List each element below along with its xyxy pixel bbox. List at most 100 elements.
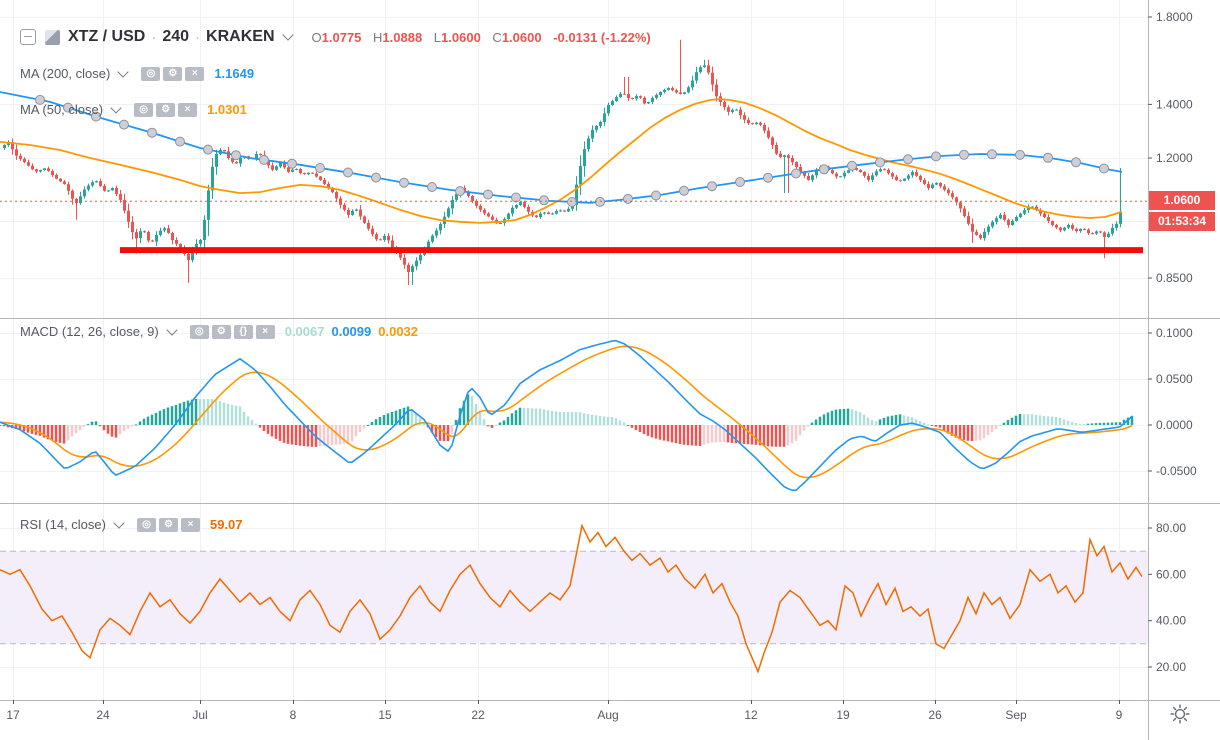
ma50-line [0,98,1123,224]
ma200-marker [315,163,325,173]
y-axis-tick-label: 0.0000 [1156,418,1193,432]
price-scale-settings-gear[interactable] [1170,704,1190,724]
x-axis-tick-label: 15 [378,708,392,722]
ma200-marker [903,154,913,165]
ma50-label[interactable]: MA (50, close) [20,102,104,117]
ma200-label[interactable]: MA (200, close) [20,66,111,81]
macd-signal-line [0,345,1133,479]
chevron-down-icon[interactable] [117,65,129,78]
macd-line [0,339,1133,492]
last-price-badge: 1.0600 [1149,191,1215,210]
macd-signal-value: 0.0032 [378,324,419,339]
low-label: L [433,29,442,45]
ma200-marker [763,172,773,183]
macd-panel-series [0,339,1134,492]
x-axis-tick-label: 19 [836,708,850,722]
close-value: 1.0600 [501,29,542,45]
ma200-line [0,91,1123,204]
ma200-marker [651,190,661,201]
ma200-marker [63,102,73,113]
ma50-legend: MA (50, close) ◎ ⚙ × 1.0301 [20,101,247,117]
x-axis-tick-label: 17 [6,708,20,722]
open-label: O [311,29,322,45]
remove-indicator-icon[interactable]: × [185,66,205,81]
ma200-marker [91,111,101,122]
source-code-icon[interactable]: {} [233,324,253,339]
gear-icon [1170,704,1190,724]
chevron-down-icon[interactable] [166,323,178,336]
y-axis-tick-label: 20.00 [1156,660,1186,674]
ma200-marker [735,177,745,187]
ma200-marker [287,158,297,169]
y-axis-tick-label: -0.0500 [1156,464,1197,478]
ma200-marker [623,193,633,204]
ma200-marker [1099,163,1109,174]
macd-label[interactable]: MACD (12, 26, close, 9) [20,324,159,339]
ma200-marker [987,149,997,160]
bar-countdown-badge: 01:53:34 [1149,212,1215,231]
remove-indicator-icon[interactable]: × [180,517,200,532]
ma200-value: 1.1649 [214,66,255,81]
macd-legend: MACD (12, 26, close, 9) ◎ ⚙ {} × 0.0067 … [20,323,419,339]
chevron-down-icon[interactable] [110,101,122,114]
axis-labels: 1.8000 1.4000 1.2000 0.8500 0.1000 0.0500 0.00… [6,10,1197,722]
interval-label[interactable]: 240 [162,28,190,45]
chevron-down-icon[interactable] [113,516,125,529]
indicator-settings-icon[interactable]: ⚙ [211,324,231,339]
ma200-marker [875,157,885,168]
y-axis-tick-label: 1.4000 [1156,97,1193,111]
macd-hist-value: 0.0067 [284,324,325,339]
y-axis-tick-label: 0.0500 [1156,372,1193,386]
chevron-down-icon[interactable] [281,29,294,41]
separator-dot: · [195,28,201,46]
hide-indicator-icon[interactable]: ◎ [141,66,161,81]
collapse-panel-button[interactable] [20,29,36,45]
ma200-marker [791,168,801,179]
exchange-label[interactable]: KRAKEN [206,28,275,45]
y-axis-tick-label: 1.2000 [1156,151,1193,165]
y-axis-tick-label: 80.00 [1156,521,1186,535]
ma200-marker [371,172,381,183]
ma200-marker [203,144,213,155]
x-axis-tick-label: Jul [192,708,207,722]
hide-indicator-icon[interactable]: ◎ [189,324,209,339]
ma200-marker [175,136,185,147]
ma200-marker [595,196,605,207]
ma50-value: 1.0301 [207,102,247,117]
ma200-marker [679,185,689,196]
ma200-marker [511,192,521,203]
ma200-marker [259,154,269,165]
separator-dot: · [151,28,157,46]
time-axis[interactable] [0,700,1148,740]
x-axis-tick-label: 22 [471,708,485,722]
ohlc-readout: O1.0775 H1.0888 L1.0600 C1.0600 -0.0131 … [312,30,659,45]
x-axis-tick-label: 9 [1116,708,1123,722]
ma200-marker [399,177,409,188]
remove-indicator-icon[interactable]: × [178,102,198,117]
macd-line-value: 0.0099 [331,324,372,339]
indicator-settings-icon[interactable]: ⚙ [158,517,178,532]
rsi-legend: RSI (14, close) ◎ ⚙ × 59.07 [20,516,243,532]
ma200-marker [483,189,493,200]
ma200-marker [231,150,241,161]
ma200-marker [931,151,941,162]
low-value: 1.0600 [441,29,481,45]
open-value: 1.0775 [321,29,362,45]
y-axis-tick-label: 40.00 [1156,614,1186,628]
remove-indicator-icon[interactable]: × [255,324,275,339]
ma200-marker [343,167,353,178]
hide-indicator-icon[interactable]: ◎ [136,517,156,532]
x-axis-tick-label: Sep [1005,708,1027,722]
ma200-marker [35,94,45,105]
y-axis-tick-label: 60.00 [1156,567,1186,581]
moving-averages [0,91,1123,224]
hide-indicator-icon[interactable]: ◎ [134,102,154,117]
symbol-name[interactable]: XTZ / USD [68,28,146,45]
rsi-value: 59.07 [209,517,243,532]
high-value: 1.0888 [382,29,423,45]
indicator-settings-icon[interactable]: ⚙ [156,102,176,117]
price-axis[interactable] [1148,0,1220,700]
indicator-settings-icon[interactable]: ⚙ [163,66,183,81]
rsi-label[interactable]: RSI (14, close) [20,517,106,532]
